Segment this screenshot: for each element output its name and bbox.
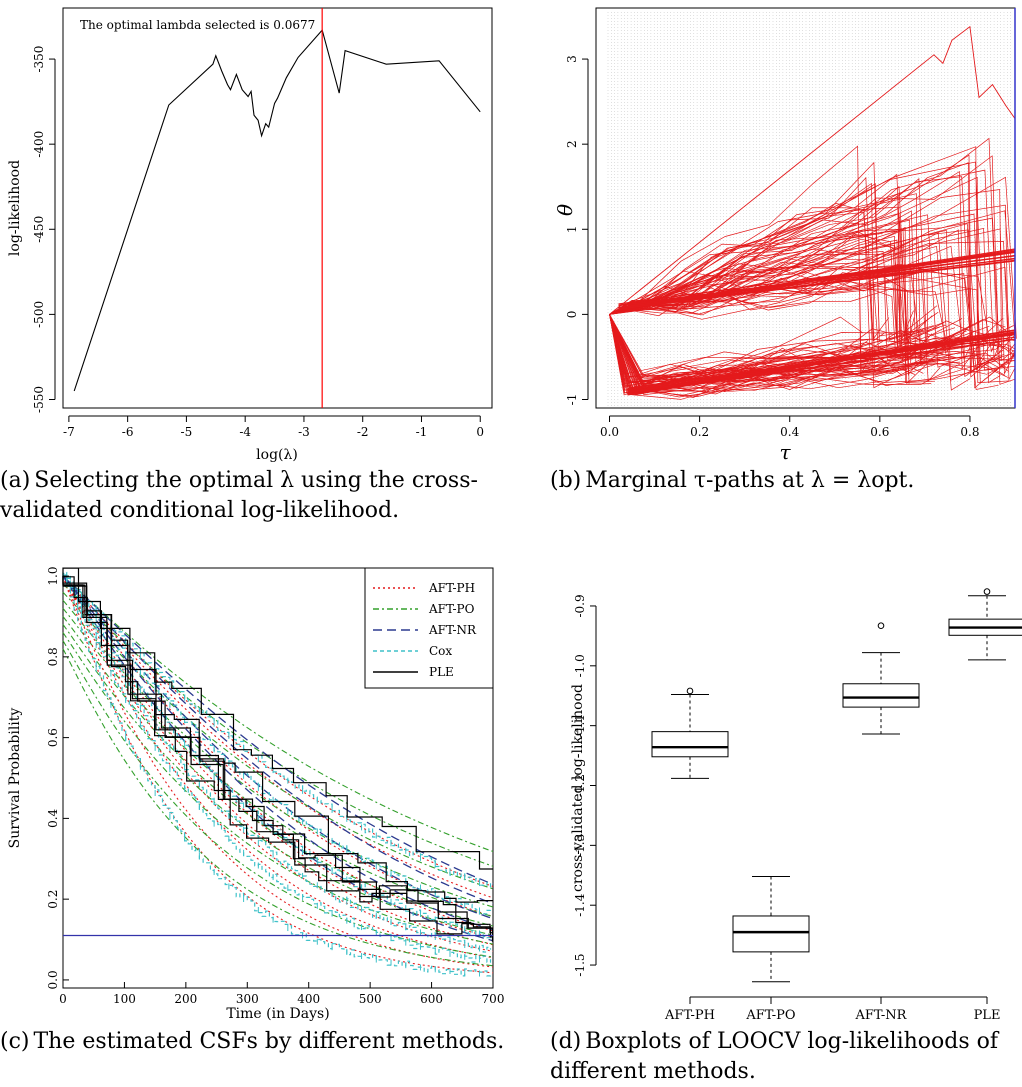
panel-b-y-tick-label: 3	[565, 55, 579, 63]
panel-c-y-tick-label: 0.2	[46, 890, 60, 909]
panel-b-y-tick-label: 1	[565, 225, 579, 233]
panel-b-path-line	[610, 170, 1001, 358]
panel-a-y-axis-label: log-likelihood	[7, 160, 23, 256]
panel-d-y-tick-label: -1.5	[573, 953, 587, 976]
panel-c-x-tick-label: 600	[420, 992, 443, 1006]
panel-a-x-tick-label: -3	[298, 425, 310, 439]
panel-c-y-tick-label: 1.0	[46, 567, 60, 586]
panel-c-x-tick-label: 700	[482, 992, 505, 1006]
panel-d-outlier	[687, 688, 693, 694]
panel-a-plot-frame	[63, 8, 492, 408]
caption-b: (b)Marginal τ-paths at λ = λopt.	[550, 466, 1020, 496]
panel-a-x-tick-label: -5	[181, 425, 193, 439]
panel-a-plot-area	[74, 8, 480, 408]
panel-d-category-label: AFT-PO	[745, 1008, 795, 1023]
panel-a-lambda-selection: -7 -6 -5 -4 -3 -2 -1 0 -550 -500 -450 -400 -350 The …	[7, 8, 492, 463]
panel-d-y-axis-label: cross-validated log-likelihood	[570, 684, 586, 892]
panel-b-tau-paths: 0.0 0.2 0.4 0.6 0.8 -1 0 1 2 3 τ θ	[553, 8, 1016, 464]
caption-c: (c)The estimated CSFs by different metho…	[0, 1027, 505, 1057]
panel-a-y-tick-label: -350	[32, 46, 46, 73]
panel-a-x-tick-label: 0	[476, 425, 484, 439]
panel-d-boxplot-2	[733, 876, 809, 981]
panel-c-x-tick-label: 400	[297, 992, 320, 1006]
panel-d-category-label: AFT-PH	[664, 1008, 715, 1023]
caption-b-prefix: (b)	[550, 468, 581, 493]
panel-c-x-tick-label: 500	[359, 992, 382, 1006]
panel-c-legend-label: AFT-NR	[428, 623, 477, 637]
panel-a-y-tick-label: -500	[32, 301, 46, 328]
panel-c-x-tick-label: 300	[236, 992, 259, 1006]
panel-b-path-line	[610, 289, 1016, 388]
panel-b-y-tick-label: 2	[565, 140, 579, 148]
panel-c-x-tick-label: 200	[174, 992, 197, 1006]
panel-c-legend-label: AFT-PO	[428, 602, 475, 616]
panel-c-y-tick-label: 0.6	[46, 728, 60, 747]
panel-c-y-axis-label: Survival Probability	[7, 708, 23, 849]
caption-a: (a)Selecting the optimal λ using the cro…	[0, 466, 505, 526]
panel-a-annotation: The optimal lambda selected is 0.0677	[80, 18, 315, 32]
panel-d-category-label: PLE	[974, 1008, 1001, 1023]
panel-d-boxplot-3	[843, 623, 919, 734]
panel-c-y-tick-label: 0.8	[46, 647, 60, 666]
panel-d-y-tick-label: -1.4	[573, 893, 587, 917]
panel-d-box	[652, 732, 728, 757]
panel-d-outlier	[984, 589, 990, 595]
panel-c-y-tick-label: 0.4	[46, 808, 60, 827]
panel-d-box	[843, 684, 919, 707]
panel-d-boxplot-1	[652, 688, 728, 778]
panel-a-x-tick-label: -4	[239, 425, 251, 439]
panel-d-y-tick-label: -1.0	[573, 654, 587, 677]
panel-d-box	[733, 916, 809, 952]
panel-c-x-tick-label: 100	[113, 992, 136, 1006]
panel-c-x-axis-label: Time (in Days)	[226, 1006, 329, 1022]
panel-d-y-tick-label: -0.9	[573, 594, 587, 617]
panel-a-x-tick-label: -7	[63, 425, 75, 439]
panel-b-x-tick-label: 0.0	[600, 425, 619, 439]
panel-c-legend-label: Cox	[429, 644, 452, 658]
panel-b-y-tick-label: 0	[565, 311, 579, 319]
caption-c-text: The estimated CSFs by different methods.	[34, 1029, 505, 1054]
panel-d-outlier	[878, 623, 884, 629]
caption-d-text: Boxplots of LOOCV log-likelihoods of dif…	[550, 1029, 998, 1084]
panel-a-y-tick-label: -450	[32, 216, 46, 243]
caption-d-prefix: (d)	[550, 1029, 581, 1054]
panel-b-x-axis-label: τ	[779, 440, 791, 464]
panel-c-y-tick-label: 0.0	[46, 970, 60, 989]
panel-a-x-axis-label: log(λ)	[256, 447, 298, 463]
panel-a-y-tick-label: -400	[32, 131, 46, 158]
panel-b-x-tick-label: 0.4	[780, 425, 799, 439]
panel-c-legend: AFT-PH AFT-PO AFT-NR Cox PLE	[365, 568, 493, 688]
caption-c-prefix: (c)	[0, 1029, 30, 1054]
panel-d-category-label: AFT-NR	[855, 1008, 908, 1023]
caption-b-text: Marginal τ-paths at λ = λopt.	[585, 468, 914, 493]
panel-a-axes: -7 -6 -5 -4 -3 -2 -1 0 -550 -500 -450 -400 -350	[32, 46, 484, 439]
caption-d: (d)Boxplots of LOOCV log-likelihoods of …	[550, 1027, 1020, 1087]
panel-a-y-tick-label: -550	[32, 386, 46, 413]
panel-b-x-tick-label: 0.8	[960, 425, 979, 439]
panel-d-plot-area	[652, 589, 1022, 982]
panel-b-x-tick-label: 0.2	[690, 425, 709, 439]
panel-d-boxplot-4	[949, 589, 1022, 660]
panel-b-y-tick-label: -1	[565, 394, 579, 406]
panel-b-y-axis-label: θ	[553, 204, 577, 216]
panel-a-x-tick-label: -6	[122, 425, 134, 439]
panel-b-band-line	[628, 330, 1015, 388]
panel-c-survival-curves: 0 100 200 300 400 500 600 700 0.0 0.2 0.4 0.6 0.8 1.0…	[7, 567, 504, 1022]
caption-a-prefix: (a)	[0, 468, 30, 493]
panel-c-legend-label: PLE	[429, 665, 454, 679]
panel-c-x-tick-label: 0	[59, 992, 67, 1006]
panel-a-x-tick-label: -1	[416, 425, 428, 439]
panel-b-path-line	[610, 194, 940, 337]
panel-a-series-line	[74, 30, 480, 391]
panel-b-band-line	[628, 333, 1015, 395]
panel-a-x-tick-label: -2	[357, 425, 369, 439]
caption-a-text: Selecting the optimal λ using the cross-…	[0, 468, 478, 523]
panel-b-x-tick-label: 0.6	[870, 425, 889, 439]
panel-c-legend-label: AFT-PH	[428, 581, 475, 595]
